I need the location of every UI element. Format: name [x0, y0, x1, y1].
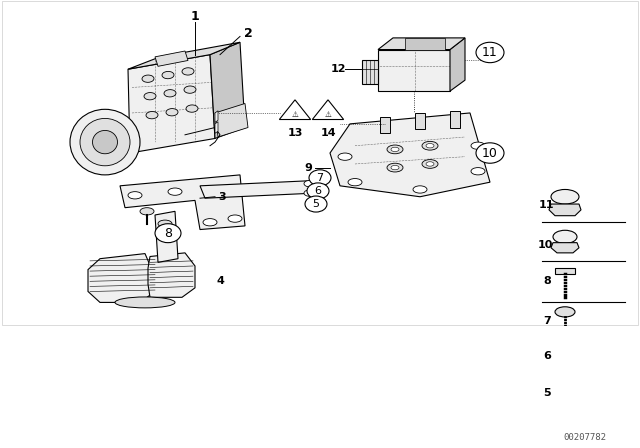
Text: 6: 6: [314, 186, 321, 196]
Text: 00207782: 00207782: [563, 433, 607, 442]
Text: ⚠: ⚠: [324, 110, 332, 119]
Polygon shape: [405, 38, 445, 50]
Text: 8: 8: [543, 276, 551, 285]
Text: 10: 10: [538, 240, 553, 250]
Ellipse shape: [228, 215, 242, 222]
Ellipse shape: [413, 186, 427, 193]
Text: 14: 14: [320, 129, 336, 138]
Polygon shape: [155, 211, 178, 263]
Ellipse shape: [115, 297, 175, 308]
Polygon shape: [551, 243, 579, 253]
Ellipse shape: [387, 163, 403, 172]
Polygon shape: [279, 100, 310, 120]
Text: 1: 1: [191, 9, 200, 22]
Ellipse shape: [144, 93, 156, 100]
Polygon shape: [552, 391, 578, 400]
Ellipse shape: [471, 142, 485, 149]
Polygon shape: [128, 42, 240, 69]
Ellipse shape: [553, 379, 577, 393]
Polygon shape: [210, 42, 245, 138]
Ellipse shape: [142, 75, 154, 82]
Polygon shape: [120, 175, 245, 229]
Polygon shape: [215, 122, 218, 134]
Ellipse shape: [426, 143, 434, 148]
Polygon shape: [215, 111, 218, 122]
Polygon shape: [380, 116, 390, 133]
Ellipse shape: [184, 86, 196, 93]
Text: 7: 7: [316, 173, 324, 183]
Ellipse shape: [158, 220, 172, 227]
Text: 5: 5: [543, 388, 551, 398]
Text: 7: 7: [543, 316, 551, 326]
Polygon shape: [555, 268, 575, 274]
Polygon shape: [128, 55, 215, 153]
Text: 11: 11: [538, 201, 554, 211]
Ellipse shape: [140, 208, 154, 215]
Text: 11: 11: [482, 46, 498, 59]
Text: 4: 4: [216, 276, 224, 285]
Ellipse shape: [162, 71, 174, 79]
Ellipse shape: [554, 343, 576, 354]
Text: 8: 8: [164, 227, 172, 240]
Ellipse shape: [164, 90, 176, 97]
Text: 9: 9: [304, 163, 312, 172]
Text: 2: 2: [244, 27, 252, 40]
Circle shape: [309, 170, 331, 186]
Polygon shape: [378, 38, 465, 50]
Ellipse shape: [203, 219, 217, 226]
Text: 3: 3: [218, 192, 226, 202]
Polygon shape: [555, 415, 625, 424]
Circle shape: [305, 196, 327, 212]
Text: 5: 5: [312, 199, 319, 209]
Text: ⚠: ⚠: [292, 110, 298, 119]
Polygon shape: [312, 100, 344, 120]
Ellipse shape: [166, 108, 178, 116]
Circle shape: [476, 143, 504, 163]
Ellipse shape: [338, 153, 352, 160]
Circle shape: [155, 224, 181, 243]
Text: 13: 13: [287, 129, 303, 138]
Ellipse shape: [80, 118, 130, 166]
Ellipse shape: [186, 105, 198, 112]
Polygon shape: [549, 204, 581, 215]
Polygon shape: [200, 181, 315, 198]
Ellipse shape: [304, 181, 316, 187]
Text: 6: 6: [543, 351, 551, 361]
Ellipse shape: [555, 307, 575, 317]
Polygon shape: [555, 407, 615, 415]
Polygon shape: [330, 113, 490, 197]
Polygon shape: [450, 112, 460, 128]
Polygon shape: [362, 60, 378, 84]
Polygon shape: [378, 50, 450, 91]
Ellipse shape: [146, 112, 158, 119]
Polygon shape: [88, 254, 155, 302]
Polygon shape: [215, 103, 248, 137]
Ellipse shape: [560, 346, 570, 351]
Polygon shape: [148, 253, 195, 297]
Ellipse shape: [304, 190, 316, 196]
Ellipse shape: [553, 230, 577, 243]
Ellipse shape: [70, 109, 140, 175]
Text: 10: 10: [482, 146, 498, 159]
Ellipse shape: [128, 192, 142, 199]
Ellipse shape: [182, 68, 194, 75]
Ellipse shape: [422, 159, 438, 168]
Polygon shape: [415, 113, 425, 129]
Circle shape: [476, 42, 504, 63]
Polygon shape: [155, 51, 188, 66]
Ellipse shape: [348, 179, 362, 186]
Ellipse shape: [93, 130, 118, 154]
Ellipse shape: [391, 165, 399, 170]
Polygon shape: [450, 38, 465, 91]
Circle shape: [307, 183, 329, 199]
Ellipse shape: [391, 147, 399, 151]
Ellipse shape: [387, 145, 403, 154]
Ellipse shape: [168, 188, 182, 195]
Ellipse shape: [471, 168, 485, 175]
Text: 12: 12: [330, 64, 346, 74]
Ellipse shape: [426, 162, 434, 166]
Ellipse shape: [422, 142, 438, 150]
Ellipse shape: [551, 190, 579, 204]
